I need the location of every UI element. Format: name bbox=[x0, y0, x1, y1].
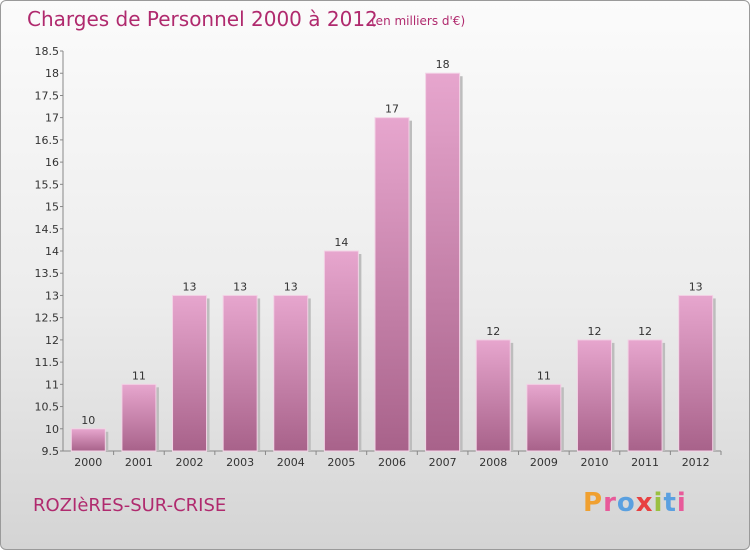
chart-title: Charges de Personnel 2000 à 2012 bbox=[27, 7, 378, 31]
bar-2007 bbox=[425, 72, 461, 452]
brand-letter: i bbox=[676, 488, 687, 518]
x-tick-label: 2006 bbox=[378, 456, 406, 469]
brand-letter: i bbox=[653, 488, 664, 518]
y-tick-label: 11 bbox=[45, 378, 59, 391]
y-tick-label: 11.5 bbox=[35, 356, 60, 369]
y-tick-label: 18.5 bbox=[35, 45, 60, 58]
x-tick-label: 2012 bbox=[682, 456, 710, 469]
x-tick-label: 2011 bbox=[631, 456, 659, 469]
bar-2002 bbox=[172, 294, 208, 452]
x-tick-label: 2000 bbox=[74, 456, 102, 469]
y-tick-label: 10 bbox=[45, 423, 59, 436]
bar-value-label: 12 bbox=[486, 325, 500, 338]
x-tick-label: 2001 bbox=[125, 456, 153, 469]
y-tick-label: 9.5 bbox=[42, 445, 60, 458]
y-tick-label: 17 bbox=[45, 112, 59, 125]
bar-value-label: 11 bbox=[132, 369, 146, 382]
y-tick-label: 17.5 bbox=[35, 89, 60, 102]
y-tick-label: 10.5 bbox=[35, 401, 60, 414]
bar-value-label: 13 bbox=[284, 280, 298, 293]
bar-value-label: 13 bbox=[183, 280, 197, 293]
x-tick-label: 2009 bbox=[530, 456, 558, 469]
y-tick-label: 12 bbox=[45, 334, 59, 347]
bar-2001 bbox=[121, 383, 157, 452]
brand-letter: t bbox=[663, 488, 677, 518]
x-tick-label: 2003 bbox=[226, 456, 254, 469]
x-tick-label: 2005 bbox=[327, 456, 355, 469]
bar-2006 bbox=[374, 117, 410, 452]
bar-value-label: 12 bbox=[587, 325, 601, 338]
bar-value-label: 12 bbox=[638, 325, 652, 338]
x-tick-label: 2002 bbox=[176, 456, 204, 469]
brand-letter: r bbox=[603, 488, 617, 518]
y-tick-label: 12.5 bbox=[35, 312, 60, 325]
brand-letter: o bbox=[616, 488, 636, 518]
x-tick-label: 2004 bbox=[277, 456, 305, 469]
bar-value-label: 11 bbox=[537, 369, 551, 382]
y-tick-label: 13 bbox=[45, 289, 59, 302]
y-tick-label: 16 bbox=[45, 156, 59, 169]
y-tick-label: 14.5 bbox=[35, 223, 60, 236]
x-tick-label: 2007 bbox=[429, 456, 457, 469]
bar-2012 bbox=[678, 294, 714, 452]
brand-letter: x bbox=[635, 488, 654, 518]
bar-2008 bbox=[475, 339, 511, 452]
bar-2000 bbox=[70, 428, 106, 452]
bar-value-label: 13 bbox=[689, 280, 703, 293]
bar-2009 bbox=[526, 383, 562, 452]
y-tick-label: 15.5 bbox=[35, 178, 60, 191]
bar-value-label: 10 bbox=[81, 414, 95, 427]
chart-bars: 10 11 13 13 13 14 17 18 12 11 12 12 13 bbox=[70, 58, 716, 452]
bar-2010 bbox=[576, 339, 612, 452]
bar-value-label: 18 bbox=[436, 58, 450, 71]
bar-2011 bbox=[627, 339, 663, 452]
y-tick-label: 18 bbox=[45, 67, 59, 80]
x-tick-label: 2008 bbox=[479, 456, 507, 469]
bar-2004 bbox=[273, 294, 309, 452]
bar-value-label: 14 bbox=[334, 236, 348, 249]
y-tick-label: 16.5 bbox=[35, 134, 60, 147]
x-tick-label: 2010 bbox=[580, 456, 608, 469]
bar-2003 bbox=[222, 294, 258, 452]
chart-axes: 9.5 10 10.5 11 11.5 12 12.5 13 13.5 14 14.5 15 15.5 1… bbox=[35, 45, 722, 469]
chart-subtitle: (en milliers d'€) bbox=[371, 14, 466, 28]
y-tick-label: 13.5 bbox=[35, 267, 60, 280]
bar-2005 bbox=[323, 250, 359, 452]
y-tick-label: 14 bbox=[45, 245, 59, 258]
bar-value-label: 13 bbox=[233, 280, 247, 293]
y-tick-label: 15 bbox=[45, 201, 59, 214]
brand-letter: P bbox=[583, 488, 604, 518]
location-name: ROZIèRES-SUR-CRISE bbox=[33, 495, 227, 516]
brand-logo[interactable]: Proxiti bbox=[583, 488, 687, 518]
bar-value-label: 17 bbox=[385, 103, 399, 116]
